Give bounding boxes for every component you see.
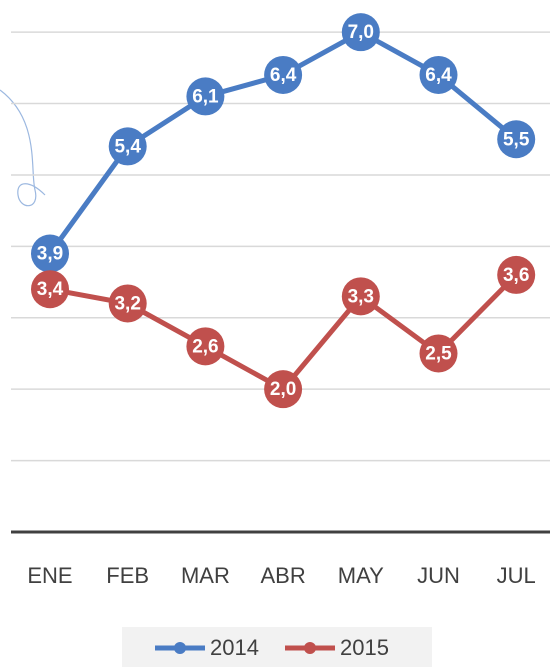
data-label: 2,6 [192, 336, 218, 357]
data-label: 2,0 [270, 379, 296, 400]
data-label: 6,4 [270, 65, 297, 86]
data-point [186, 327, 225, 366]
data-label: 6,1 [192, 86, 219, 107]
data-label: 2,5 [425, 343, 452, 364]
data-point [341, 277, 380, 316]
data-point [497, 120, 536, 159]
data-label: 5,5 [503, 129, 530, 150]
x-tick-label: JUL [497, 563, 536, 588]
data-point [108, 127, 147, 166]
data-point [341, 13, 380, 52]
data-label: 3,6 [503, 265, 529, 286]
data-label: 3,9 [37, 244, 63, 265]
x-tick-label: FEB [106, 563, 149, 588]
legend-label: 2015 [340, 635, 389, 660]
data-point [497, 255, 536, 294]
data-label: 5,4 [114, 136, 141, 157]
data-label: 3,2 [114, 294, 140, 315]
data-point [31, 270, 69, 309]
data-label: 3,4 [37, 279, 64, 300]
data-label: 7,0 [348, 22, 374, 43]
data-point [186, 77, 225, 116]
x-tick-label: MAR [181, 563, 230, 588]
legend-marker [304, 642, 316, 654]
data-point [419, 55, 458, 94]
data-label: 6,4 [425, 65, 452, 86]
x-tick-label: MAY [338, 563, 384, 588]
x-tick-label: ENE [27, 563, 72, 588]
x-tick-label: ABR [260, 563, 305, 588]
data-point [419, 334, 458, 373]
data-point [31, 234, 69, 273]
legend-marker [174, 642, 186, 654]
data-point [264, 370, 303, 409]
legend-label: 2014 [210, 635, 259, 660]
decoration [0, 89, 46, 207]
data-point [264, 55, 303, 94]
x-tick-label: JUN [417, 563, 460, 588]
data-point [108, 284, 147, 323]
data-label: 3,3 [348, 286, 374, 307]
